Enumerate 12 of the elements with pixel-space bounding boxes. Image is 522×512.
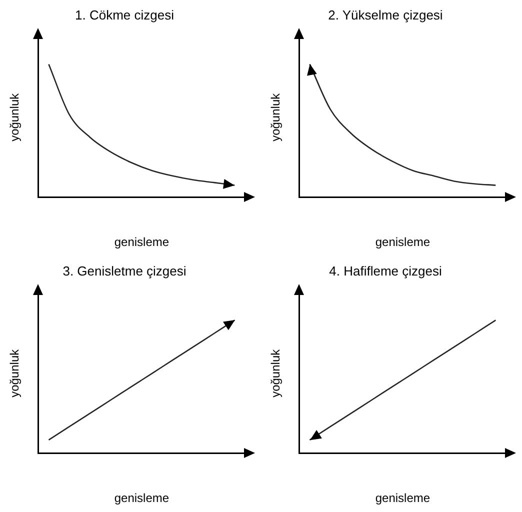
chart-title: 3. Genisletme çizgesi [62,263,186,278]
chart-title: 4. Hafifleme çizgesi [329,263,442,278]
x-axis-title: genisleme [375,491,430,506]
y-axis-title: yoğunluk [268,92,283,142]
y-axis-title: yoğunluk [8,348,22,398]
chart-title: 1. Cökme cizgesi [75,7,174,22]
y-axis-title: yoğunluk [8,92,22,142]
x-axis-title: genisleme [375,235,430,250]
x-axis-title: genisleme [114,491,170,506]
chart-title: 2. Yükselme çizgesi [328,7,443,22]
x-axis-title: genisleme [114,235,170,250]
y-axis-title: yoğunluk [268,348,283,398]
